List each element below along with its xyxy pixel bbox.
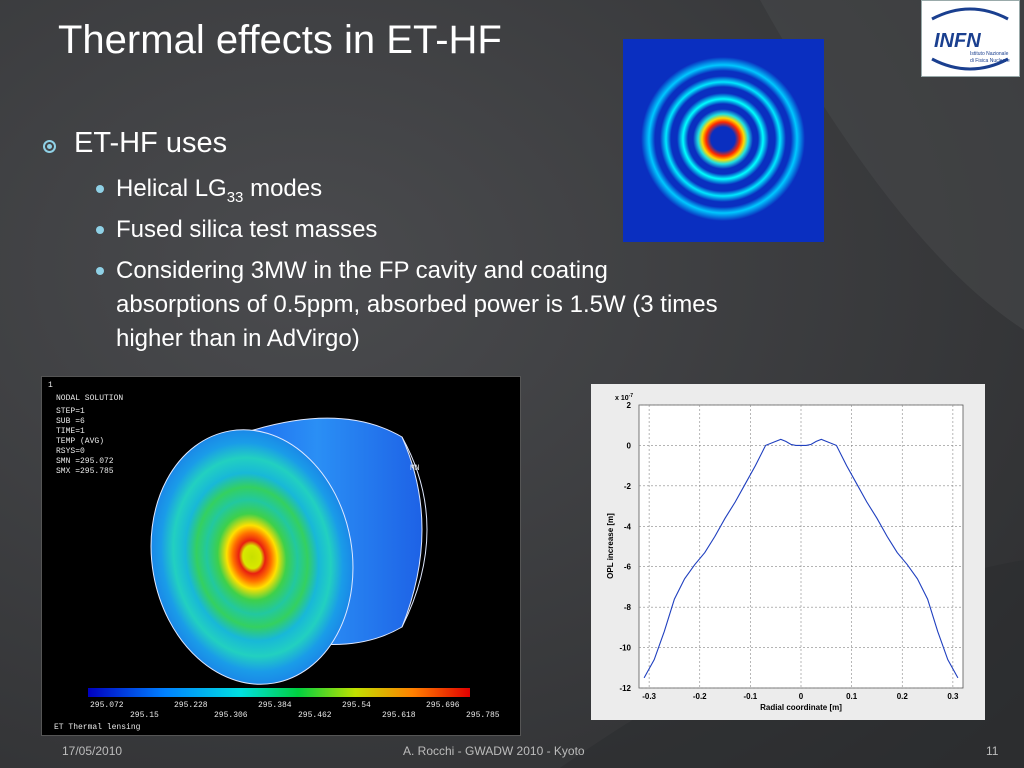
- infn-logo-line1: Istituto Nazionale: [970, 51, 1009, 57]
- bullet-level1: ET-HF uses: [43, 127, 227, 160]
- y-scale-note: x 10-7: [615, 393, 633, 402]
- ansys-info-line: NODAL SOLUTION: [56, 394, 123, 403]
- slide-title: Thermal effects in ET-HF: [58, 18, 502, 62]
- ansys-info-line: SMX =295.785: [56, 467, 114, 476]
- y-tick-label: -8: [624, 603, 632, 612]
- bullet-dot-icon: [96, 185, 104, 193]
- lg-mode-intensity-image: [623, 39, 824, 242]
- bullet-absorbed-line3: higher than in AdVirgo): [116, 325, 360, 352]
- y-tick-label: 0: [627, 441, 632, 450]
- x-tick-label: -0.2: [693, 692, 707, 701]
- bullet-fused-silica: Fused silica test masses: [96, 213, 378, 247]
- ansys-caption: ET Thermal lensing: [54, 723, 141, 732]
- ansys-scale-label: 295.462: [298, 711, 332, 720]
- bullet-absorbed-line1: Considering 3MW in the FP cavity and coa…: [116, 257, 608, 284]
- y-tick-label: -12: [619, 684, 631, 693]
- bullet-level1-text: ET-HF uses: [74, 127, 228, 159]
- y-tick-label: 2: [627, 401, 632, 410]
- infn-logo: INFN Istituto Nazionale di Fisica Nuclea…: [921, 0, 1020, 77]
- y-tick-label: -2: [624, 482, 632, 491]
- y-tick-label: -10: [619, 644, 631, 653]
- bullet-fused-silica-text: Fused silica test masses: [116, 216, 378, 243]
- x-tick-label: 0.3: [947, 692, 959, 701]
- y-scale-exponent: -7: [629, 393, 634, 399]
- ansys-scale-bottom-labels: 295.15 295.306 295.462 295.618 295.785: [130, 711, 500, 720]
- ansys-mn-label: MN: [410, 464, 420, 473]
- ansys-info-line: TIME=1: [56, 427, 85, 436]
- x-tick-label: 0.2: [897, 692, 909, 701]
- ansys-scale-label: 295.228: [174, 701, 208, 710]
- bullet-dot-icon: [96, 226, 104, 234]
- y-tick-label: -4: [624, 522, 632, 531]
- ansys-info-line: SMN =295.072: [56, 457, 114, 466]
- infn-logo-text: INFN: [934, 30, 981, 52]
- bullet-helical-modes: Helical LG33 modes: [96, 172, 323, 215]
- x-axis-label: Radial coordinate [m]: [760, 703, 842, 712]
- ansys-index-label: 1: [48, 381, 53, 390]
- x-tick-label: 0: [799, 692, 804, 701]
- x-tick-label: -0.1: [743, 692, 757, 701]
- footer-center: A. Rocchi - GWADW 2010 - Kyoto: [403, 744, 585, 758]
- footer-date: 17/05/2010: [62, 744, 123, 758]
- infn-logo-line2: di Fisica Nucleare: [970, 58, 1010, 64]
- y-scale-base: x 10: [615, 395, 629, 402]
- footer-page-number: 11: [986, 744, 999, 758]
- opl-series-line: [643, 438, 959, 679]
- ansys-info-line: TEMP (AVG): [56, 437, 104, 446]
- opl-increase-chart: -0.3 -0.2 -0.1 0 0.1 0.2 0.3 2 0 -2 -4 -6 -8 -10 -12 …: [591, 384, 985, 720]
- x-tick-label: -0.3: [642, 692, 656, 701]
- y-axis-label: OPL increase [m]: [606, 513, 615, 579]
- ansys-info-line: SUB =6: [56, 417, 85, 426]
- bullet-helical-suffix: modes: [243, 175, 323, 202]
- plot-grid: [639, 404, 963, 689]
- ansys-scale-label: 295.306: [214, 711, 248, 720]
- ansys-scale-label: 295.15: [130, 711, 159, 720]
- ansys-scale-label: 295.696: [426, 701, 460, 710]
- ansys-scale-top-labels: 295.072 295.228 295.384 295.54 295.696: [90, 701, 460, 710]
- bullet-dot-icon: [96, 267, 104, 275]
- ansys-scale-label: 295.54: [342, 701, 371, 710]
- bullet-helical-subscript: 33: [226, 188, 244, 206]
- y-tick-labels: 2 0 -2 -4 -6 -8 -10 -12: [619, 401, 631, 693]
- ansys-scale-label: 295.072: [90, 701, 124, 710]
- y-tick-label: -6: [624, 563, 632, 572]
- ansys-info-line: STEP=1: [56, 407, 85, 416]
- bullet-target-icon: [43, 140, 56, 153]
- bullet-helical-text: Helical LG: [116, 175, 227, 202]
- x-tick-labels: -0.3 -0.2 -0.1 0 0.1 0.2 0.3: [642, 692, 959, 701]
- x-tick-label: 0.1: [846, 692, 858, 701]
- ansys-scale-label: 295.384: [258, 701, 292, 710]
- ansys-scale-label: 295.785: [466, 711, 500, 720]
- ansys-color-scale-bar: [88, 688, 470, 697]
- ansys-info-line: RSYS=0: [56, 447, 85, 456]
- ansys-scale-label: 295.618: [382, 711, 416, 720]
- ansys-thermal-lensing-figure: 1 NODAL SOLUTION STEP=1 SUB =6 TIME=1 TEMP (…: [41, 376, 521, 736]
- bullet-absorbed-line2: absorptions of 0.5ppm, absorbed power is…: [116, 291, 718, 318]
- bullet-absorbed-power: Considering 3MW in the FP cavity and coa…: [96, 254, 718, 356]
